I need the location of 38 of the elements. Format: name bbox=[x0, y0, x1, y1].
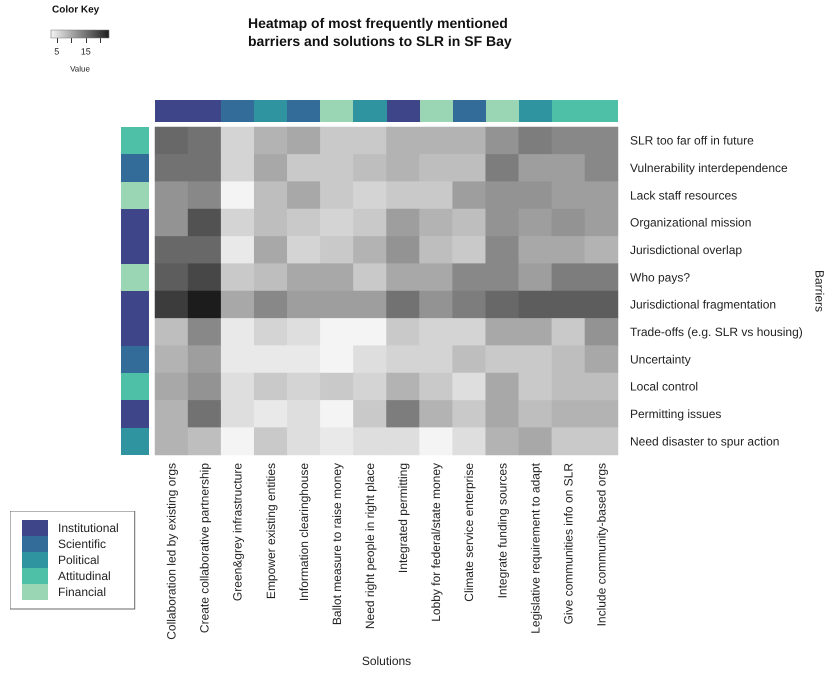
x-tick-label: Ballot measure to raise money bbox=[330, 463, 344, 626]
y-axis-title: Barriers bbox=[812, 270, 827, 312]
x-tick-label: Give communities info on SLR bbox=[561, 462, 576, 624]
category-label: Political bbox=[58, 553, 100, 567]
x-tick-label: Integrate funding sources bbox=[495, 463, 510, 598]
y-tick-label: Need disaster to spur action bbox=[630, 434, 780, 448]
y-tick-label: Permitting issues bbox=[630, 407, 722, 421]
y-tick-label: Organizational mission bbox=[630, 216, 752, 230]
y-tick-label: Jurisdictional fragmentation bbox=[630, 298, 776, 312]
x-tick-label: Information clearinghouse bbox=[296, 462, 311, 602]
chart-title: Heatmap of most frequently mentioned barriers and solutions to SLR in SF Bay bbox=[248, 15, 512, 49]
y-tick-label: Uncertainty bbox=[630, 352, 691, 366]
color-bar-label: 15 bbox=[80, 46, 91, 56]
y-tick-label: Who pays? bbox=[630, 270, 690, 284]
y-tick-label: Vulnerability interdependence bbox=[630, 161, 788, 175]
x-tick-label: Climate service enterprise bbox=[462, 462, 476, 602]
x-tick-label: Green&grey infrastructure bbox=[230, 462, 245, 602]
text: Color Key bbox=[52, 4, 100, 16]
color-bar-title: Value bbox=[70, 64, 90, 74]
x-tick-label: Create collaborative partnership bbox=[198, 462, 212, 634]
category-label: Scientific bbox=[58, 537, 106, 551]
y-tick-label: Lack staff resources bbox=[630, 188, 738, 202]
x-tick-label: Integrated permitting bbox=[396, 463, 410, 574]
category-label: Attitudinal bbox=[58, 569, 111, 583]
category-label: Financial bbox=[58, 585, 106, 599]
x-tick-label: Empower existing entities bbox=[264, 463, 278, 600]
y-tick-label: Jurisdictional overlap bbox=[630, 243, 742, 257]
y-tick-label: SLR too far off in future bbox=[630, 134, 754, 148]
x-tick-label: Collaboration led by existing orgs bbox=[164, 463, 179, 640]
x-tick-label: Lobby for federal/state money bbox=[429, 463, 444, 622]
category-label: Institutional bbox=[58, 521, 119, 535]
x-tick-label: Legislative requirement to adapt bbox=[528, 462, 542, 634]
y-tick-label: Trade-offs (e.g. SLR vs housing) bbox=[630, 325, 803, 339]
x-tick-label: Include community-based orgs bbox=[594, 463, 608, 626]
y-tick-label: Local control bbox=[630, 380, 698, 394]
x-axis-title: Solutions bbox=[362, 654, 412, 668]
x-tick-label: Need right people in right place bbox=[362, 462, 377, 630]
color-bar-label: 5 bbox=[54, 46, 60, 56]
